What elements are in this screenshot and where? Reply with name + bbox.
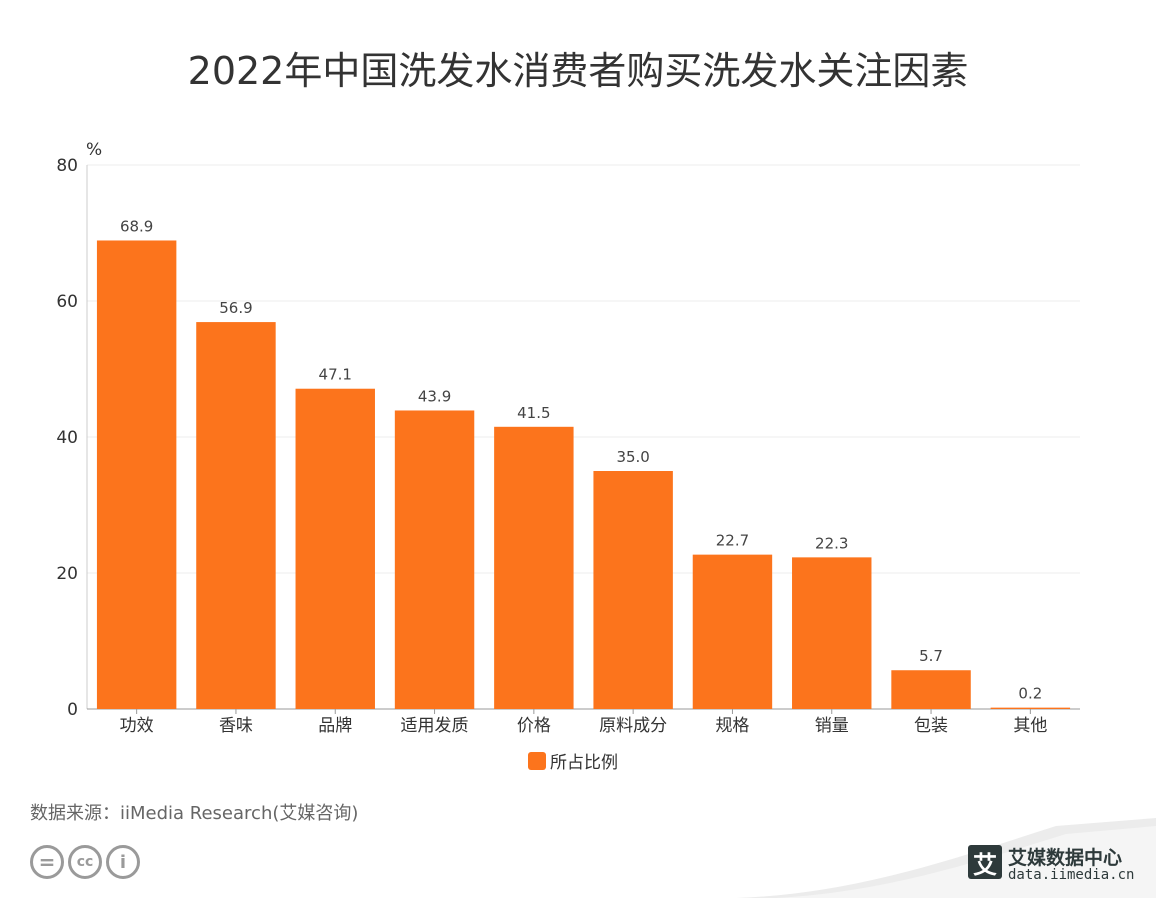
- bar: [593, 471, 673, 709]
- brand: 艾 艾媒数据中心 data.iimedia.cn: [968, 845, 1148, 885]
- bar-value-label: 68.9: [120, 217, 153, 235]
- bar-value-label: 41.5: [517, 404, 550, 422]
- bar: [990, 707, 1071, 709]
- bar-value-label: 5.7: [919, 647, 943, 665]
- bar: [792, 557, 872, 709]
- legend-swatch: [528, 752, 546, 770]
- x-tick-label: 功效: [120, 716, 154, 736]
- bar: [96, 240, 177, 710]
- person-icon: i: [106, 845, 140, 879]
- source-note: 数据来源：iiMedia Research(艾媒咨询): [30, 803, 359, 824]
- bar: [692, 554, 773, 709]
- y-tick-label: 0: [67, 700, 78, 720]
- x-tick-label: 其他: [1013, 716, 1047, 736]
- footer-swoosh: [736, 818, 1156, 898]
- y-tick-label: 80: [56, 156, 78, 176]
- y-tick-label: 60: [56, 292, 78, 312]
- brand-logo: 艾: [968, 845, 1002, 879]
- bar: [196, 322, 276, 709]
- bar-value-label: 43.9: [418, 387, 451, 405]
- brand-url: data.iimedia.cn: [1008, 867, 1135, 883]
- x-tick-label: 香味: [219, 716, 253, 736]
- x-tick-label: 适用发质: [401, 716, 469, 736]
- x-tick-label: 价格: [517, 716, 551, 736]
- bar: [295, 388, 375, 709]
- bar: [891, 670, 971, 709]
- bar-value-label: 47.1: [319, 366, 352, 384]
- x-tick-label: 销量: [815, 716, 849, 736]
- bar-value-label: 35.0: [616, 448, 649, 466]
- brand-name: 艾媒数据中心: [1008, 847, 1123, 869]
- bar: [394, 410, 475, 709]
- bar-value-label: 56.9: [219, 299, 252, 317]
- bar-value-label: 0.2: [1018, 685, 1042, 703]
- legend-label: 所占比例: [550, 753, 618, 773]
- y-tick-label: 40: [56, 428, 78, 448]
- bar-value-label: 22.3: [815, 534, 848, 552]
- y-tick-label: 20: [56, 564, 78, 584]
- chart-title: 2022年中国洗发水消费者购买洗发水关注因素: [187, 49, 969, 93]
- bar-value-label: 22.7: [716, 532, 749, 550]
- x-tick-label: 包装: [914, 716, 948, 736]
- equals-icon: =: [30, 845, 64, 879]
- cc-icon: cc: [68, 845, 102, 879]
- x-tick-label: 品牌: [318, 716, 352, 736]
- x-tick-label: 规格: [715, 716, 749, 736]
- x-tick-label: 原料成分: [599, 716, 667, 736]
- bar: [494, 426, 574, 709]
- y-axis-label: %: [86, 140, 102, 160]
- license-icons: = cc i: [30, 845, 140, 879]
